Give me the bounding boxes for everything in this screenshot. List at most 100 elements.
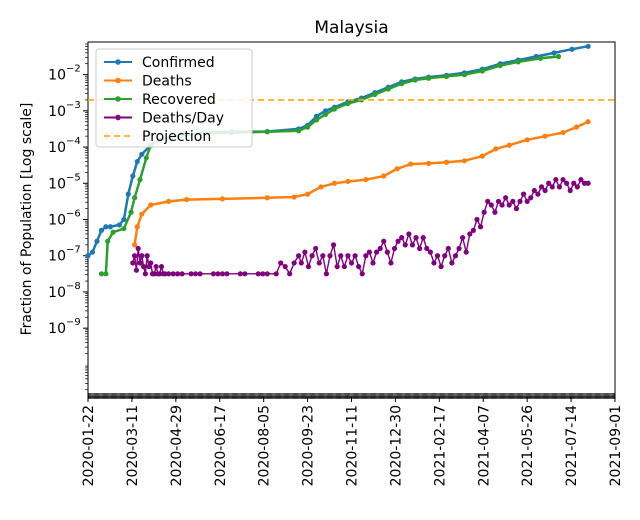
data-point [183,196,190,203]
data-point [316,260,322,266]
data-point [305,263,312,270]
y-tick-label: 10 [48,176,66,192]
data-point [391,245,398,252]
data-point [481,209,487,215]
data-point [585,119,591,125]
data-point [128,209,134,215]
legend-label: Confirmed [142,55,215,71]
data-point [130,260,136,266]
data-point [219,196,226,202]
data-point [524,137,530,143]
data-point [467,231,473,237]
data-point [372,91,378,98]
legend-entry: Deaths/Day [104,111,224,127]
legend-entry: Deaths [104,74,192,90]
data-point [330,242,337,248]
data-point [287,271,293,277]
data-point [157,271,163,277]
data-point [162,271,168,277]
data-point [373,249,380,255]
data-point [542,133,548,139]
data-point [377,245,383,252]
data-point [495,198,502,204]
data-point [334,263,340,270]
data-point [560,177,566,183]
legend-entry: Projection [104,129,211,145]
data-point [318,184,324,190]
data-point [488,202,494,208]
data-point [363,177,369,183]
data-point [538,184,545,190]
data-point [135,245,141,252]
data-point [564,180,570,186]
x-tick-label: 2020-12-30 [388,405,404,486]
data-point [327,253,333,259]
data-point [133,267,139,273]
data-point [443,159,450,165]
data-point [94,238,100,244]
data-point [192,271,199,277]
data-point [567,187,573,194]
data-point [331,106,338,112]
data-point [470,227,476,233]
data-point [363,253,369,259]
data-point [571,180,577,186]
data-point [121,225,127,232]
data-point [434,253,441,259]
data-point [585,43,591,49]
legend-marker [115,77,121,84]
data-point [492,209,498,215]
data-point [264,129,270,135]
legend-marker [115,114,121,121]
data-point [302,249,308,255]
data-point [366,249,373,255]
data-point [528,195,534,201]
data-point [524,198,530,204]
data-point [531,187,537,194]
x-tick-label: 2020-04-29 [169,405,185,486]
data-point [273,271,279,277]
data-point [142,271,148,277]
data-point [148,260,154,266]
data-point [139,211,145,217]
data-point [85,253,91,259]
data-point [388,260,394,266]
data-point [197,271,203,277]
chart-title: Malaysia [314,18,388,38]
data-point [125,191,131,197]
data-point [356,263,362,270]
data-point [98,271,105,277]
data-point [134,158,140,165]
data-point [170,271,176,277]
data-point [493,146,499,152]
data-point [413,235,419,241]
data-point [402,242,408,248]
data-point [456,245,462,252]
x-tick-label: 2020-08-05 [257,405,273,486]
series-line [133,120,589,246]
data-point [215,271,221,277]
data-point [506,202,512,208]
data-point [581,180,588,186]
data-point [381,173,387,179]
x-tick-label: 2021-09-01 [608,405,624,486]
data-point [134,224,140,230]
legend: Confirmed Deaths Recovered Deaths/Day Projec… [95,48,253,148]
data-point [449,260,455,266]
data-point [331,180,338,186]
data-point [359,271,365,277]
data-point [282,263,288,270]
data-point [345,253,351,259]
legend-label: Recovered [142,92,216,108]
data-point [370,260,376,266]
series-deaths-day [130,177,591,277]
x-tick-label: 2021-04-07 [476,405,492,486]
data-point [175,271,181,277]
data-point [461,72,468,78]
data-point [549,184,555,190]
data-point [394,166,400,172]
data-point [399,235,405,241]
data-point [497,62,503,69]
x-tick-label: 2021-02-17 [432,405,448,486]
